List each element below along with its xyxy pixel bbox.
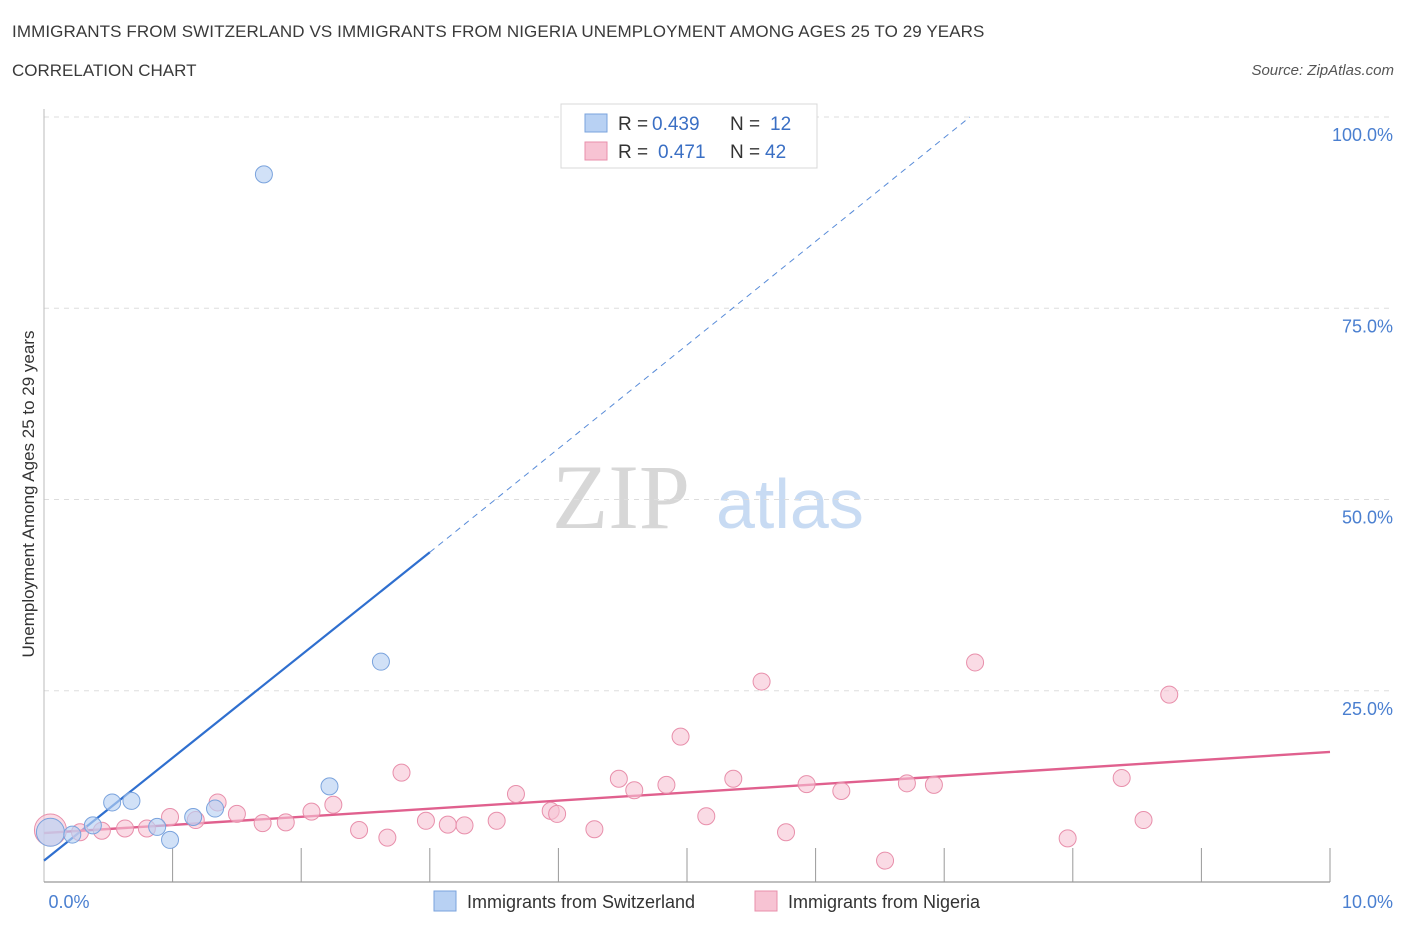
data-point-nigeria xyxy=(324,795,343,814)
data-point-nigeria xyxy=(625,781,644,800)
data-point-switzerland xyxy=(254,165,273,184)
legend-n-label: N = xyxy=(730,142,760,163)
bottom-legend-swatch-switzerland xyxy=(433,890,457,912)
y-tick-label: 100.0% xyxy=(1332,125,1393,145)
data-point-nigeria xyxy=(253,814,272,833)
data-point-nigeria xyxy=(797,775,816,794)
x-tick-label: 10.0% xyxy=(1342,892,1393,912)
data-point-nigeria xyxy=(832,781,851,800)
source-credit: Source: ZipAtlas.com xyxy=(1251,62,1394,79)
legend-n-value: 12 xyxy=(770,114,791,135)
legend-swatch-nigeria xyxy=(584,141,608,161)
x-tick-labels: 0.0% 10.0% xyxy=(48,892,1393,912)
data-point-nigeria xyxy=(455,816,474,835)
watermark: ZIP atlas xyxy=(552,446,864,548)
series-nigeria-points xyxy=(33,653,1179,870)
data-point-nigeria xyxy=(116,819,135,838)
legend-swatch-switzerland xyxy=(584,113,608,133)
data-point-nigeria xyxy=(876,851,895,870)
y-tick-label: 25.0% xyxy=(1342,699,1393,719)
data-point-nigeria xyxy=(438,815,457,834)
bottom-legend-label-nigeria: Immigrants from Nigeria xyxy=(788,892,981,912)
y-tick-labels: 25.0% 50.0% 75.0% 100.0% xyxy=(1332,125,1393,719)
data-point-switzerland xyxy=(320,777,339,796)
data-point-switzerland xyxy=(161,830,180,849)
data-point-switzerland xyxy=(83,816,102,835)
legend-r-label: R = xyxy=(618,114,648,135)
data-point-nigeria xyxy=(506,785,525,804)
data-point-switzerland xyxy=(122,791,141,810)
data-point-nigeria xyxy=(1058,829,1077,848)
trend-switzerland-extension xyxy=(429,116,971,553)
data-point-nigeria xyxy=(378,828,397,847)
data-point-switzerland xyxy=(63,825,82,844)
data-point-nigeria xyxy=(897,774,916,793)
data-point-nigeria xyxy=(392,763,411,782)
bottom-legend: Immigrants from Switzerland Immigrants f… xyxy=(433,890,981,912)
chart-subtitle: CORRELATION CHART xyxy=(12,61,197,80)
y-axis-label: Unemployment Among Ages 25 to 29 years xyxy=(19,331,38,658)
data-point-nigeria xyxy=(487,811,506,830)
data-point-nigeria xyxy=(924,775,943,794)
bottom-legend-label-switzerland: Immigrants from Switzerland xyxy=(467,892,695,912)
y-tick-label: 50.0% xyxy=(1342,508,1393,528)
data-point-switzerland xyxy=(206,799,225,818)
data-point-switzerland xyxy=(103,793,122,812)
data-point-nigeria xyxy=(609,769,628,788)
data-point-nigeria xyxy=(350,820,369,839)
axes xyxy=(43,109,1331,883)
data-point-nigeria xyxy=(585,820,604,839)
data-point-nigeria xyxy=(227,804,246,823)
watermark-zip: ZIP xyxy=(552,446,690,548)
data-point-nigeria xyxy=(276,813,295,832)
legend-r-value: 0.439 xyxy=(652,114,700,135)
data-point-nigeria xyxy=(724,769,743,788)
data-point-nigeria xyxy=(657,775,676,794)
data-point-nigeria xyxy=(777,823,796,842)
legend-r-value: 0.471 xyxy=(658,142,706,163)
bottom-legend-swatch-nigeria xyxy=(754,890,778,912)
data-point-switzerland xyxy=(184,807,203,826)
x-tick-label: 0.0% xyxy=(48,892,89,912)
data-point-switzerland xyxy=(371,652,390,671)
data-point-nigeria xyxy=(752,672,771,691)
chart-title: IMMIGRANTS FROM SWITZERLAND VS IMMIGRANT… xyxy=(12,22,985,41)
data-point-nigeria xyxy=(671,727,690,746)
data-point-nigeria xyxy=(1134,811,1153,830)
watermark-atlas: atlas xyxy=(716,465,864,543)
data-point-switzerland xyxy=(148,817,167,836)
data-point-nigeria xyxy=(1112,768,1131,787)
gridlines xyxy=(44,116,1394,692)
legend-n-value: 42 xyxy=(765,142,786,163)
data-point-nigeria xyxy=(697,807,716,826)
legend-n-label: N = xyxy=(730,114,760,135)
data-point-switzerland xyxy=(35,817,65,847)
legend-r-label: R = xyxy=(618,142,648,163)
data-point-nigeria xyxy=(416,811,435,830)
data-point-nigeria xyxy=(161,807,180,826)
data-point-nigeria xyxy=(548,804,567,823)
y-tick-label: 75.0% xyxy=(1342,316,1393,336)
series-switzerland-points xyxy=(35,165,390,849)
data-point-nigeria xyxy=(302,802,321,821)
legend-box: R = 0.439 N = 12 R = 0.471 N = 42 xyxy=(560,103,818,169)
data-point-nigeria xyxy=(1160,685,1179,704)
data-point-nigeria xyxy=(966,653,985,672)
